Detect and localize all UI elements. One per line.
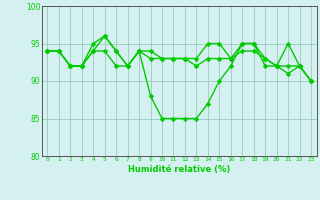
- X-axis label: Humidité relative (%): Humidité relative (%): [128, 165, 230, 174]
